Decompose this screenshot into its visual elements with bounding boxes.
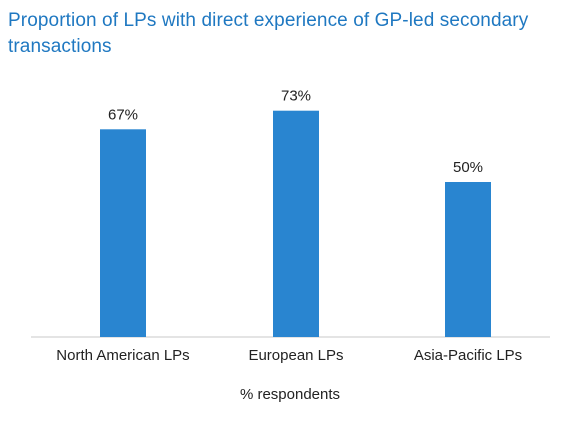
x-tick-label-1: North American LPs [56,347,189,364]
bar-1 [100,129,146,337]
data-label-2: 73% [281,88,311,105]
x-tick-label-3: Asia-Pacific LPs [414,347,522,364]
x-axis-title: % respondents [240,386,340,403]
data-label-3: 50% [453,159,483,176]
data-label-1: 67% [108,106,138,123]
bar-3 [445,182,491,337]
bars-group: 67% North American LPs 73% European LPs 50% A… [56,88,522,364]
bar-2 [273,110,319,337]
x-tick-label-2: European LPs [248,347,343,364]
chart-title: Proportion of LPs with direct experience… [8,10,529,57]
